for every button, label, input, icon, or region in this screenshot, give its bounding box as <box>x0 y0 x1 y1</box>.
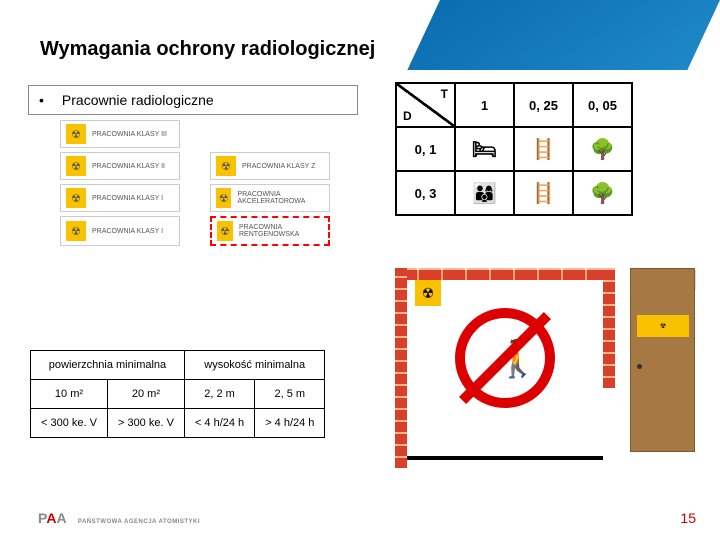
logo-a-red: A <box>46 510 56 526</box>
brick-wall <box>603 268 615 388</box>
min-cell: > 300 ke. V <box>107 409 184 438</box>
dt-cell: 🪜 <box>514 171 573 215</box>
floor-line <box>407 456 603 460</box>
dt-row-header: 0, 3 <box>396 171 455 215</box>
min-cell: 2, 5 m <box>255 380 325 409</box>
lab-item: ☢ PRACOWNIA KLASY I <box>60 184 180 212</box>
stairs-icon: 🪜 <box>531 139 556 161</box>
min-cell: < 4 h/24 h <box>184 409 254 438</box>
tree-icon: 🌳 <box>590 139 615 161</box>
radiation-sign: ☢ <box>415 280 441 306</box>
stairs-icon: 🪜 <box>531 183 556 205</box>
trefoil-icon: ☢ <box>66 156 86 176</box>
trefoil-icon: ☢ <box>216 156 236 176</box>
people-icon: 👨‍👩‍👦 <box>472 183 497 205</box>
lab-label: PRACOWNIA KLASY III <box>92 131 167 138</box>
lab-label: PRACOWNIA KLASY I <box>92 195 163 202</box>
dt-cell: 👨‍👩‍👦 <box>455 171 514 215</box>
lab-item: ☢ PRACOWNIA KLASY III <box>60 120 180 148</box>
trefoil-icon: ☢ <box>217 221 233 241</box>
prohibition-sign: 🚶 <box>455 308 555 408</box>
lab-item: ☢ PRACOWNIA KLASY II <box>60 152 180 180</box>
lab-item: ☢ PRACOWNIA KLASY I <box>60 216 180 246</box>
dt-cell: 🌳 <box>573 127 632 171</box>
dt-t: T <box>441 87 448 101</box>
brick-wall <box>395 268 615 280</box>
prohibit-circle: 🚶 <box>455 308 555 408</box>
header-banner <box>407 0 720 70</box>
dt-d: D <box>403 109 412 123</box>
min-header: powierzchnia minimalna <box>31 351 185 380</box>
tree-icon: 🌳 <box>590 183 615 205</box>
door: ☢ <box>630 268 695 452</box>
room-diagram: ☢ 🚶 <box>395 268 615 468</box>
trefoil-icon: ☢ <box>660 322 666 330</box>
door-sign: ☢ <box>637 315 689 337</box>
min-cell: > 4 h/24 h <box>255 409 325 438</box>
min-cell: 2, 2 m <box>184 380 254 409</box>
logo-text: PAŃSTWOWA AGENCJA ATOMISTYKI <box>78 519 200 525</box>
dt-col-header: 1 <box>455 83 514 127</box>
min-cell: 10 m² <box>31 380 108 409</box>
trefoil-icon: ☢ <box>66 124 86 144</box>
lab-label: PRACOWNIA KLASY II <box>92 163 165 170</box>
bullet-item: • Pracownie radiologiczne <box>28 85 358 115</box>
page-title: Wymagania ochrony radiologicznej <box>40 38 375 61</box>
dt-cell: 🪜 <box>514 127 573 171</box>
door-handle <box>637 364 642 369</box>
trefoil-icon: ☢ <box>422 285 435 302</box>
lab-label: PRACOWNIA KLASY I <box>92 228 163 235</box>
trefoil-icon: ☢ <box>66 221 86 241</box>
brick-wall <box>395 268 407 468</box>
lab-label: PRACOWNIA RENTGENOWSKA <box>239 224 323 238</box>
lab-grid: ☢ PRACOWNIA KLASY III ☢ PRACOWNIA KLASY II… <box>60 120 360 250</box>
lab-label: PRACOWNIA KLASY Z <box>242 163 315 170</box>
dt-cell: 🌳 <box>573 171 632 215</box>
logo: PAA PAŃSTWOWA AGENCJA ATOMISTYKI <box>38 510 200 526</box>
trefoil-icon: ☢ <box>216 188 231 208</box>
lab-item-highlighted: ☢ PRACOWNIA RENTGENOWSKA <box>210 216 330 246</box>
dt-col-header: 0, 25 <box>514 83 573 127</box>
min-table: powierzchnia minimalna wysokość minimaln… <box>30 350 325 438</box>
trefoil-icon: ☢ <box>66 188 86 208</box>
dt-header-diag: DT <box>396 83 455 127</box>
dt-table: DT 1 0, 25 0, 05 0, 1 🛏 🪜 🌳 0, 3 👨‍👩‍👦 🪜… <box>395 82 633 216</box>
bullet-dot: • <box>39 92 44 108</box>
bed-icon: 🛏 <box>472 139 497 161</box>
page-number: 15 <box>680 510 696 526</box>
lab-item: ☢ PRACOWNIA KLASY Z <box>210 152 330 180</box>
lab-item: ☢ PRACOWNIA AKCELERATOROWA <box>210 184 330 212</box>
dt-cell: 🛏 <box>455 127 514 171</box>
min-header: wysokość minimalna <box>184 351 325 380</box>
min-cell: < 300 ke. V <box>31 409 108 438</box>
lab-label: PRACOWNIA AKCELERATOROWA <box>237 191 324 205</box>
dt-row-header: 0, 1 <box>396 127 455 171</box>
logo-a: A <box>56 510 66 526</box>
min-cell: 20 m² <box>107 380 184 409</box>
dt-col-header: 0, 05 <box>573 83 632 127</box>
bullet-label: Pracownie radiologiczne <box>62 92 214 108</box>
